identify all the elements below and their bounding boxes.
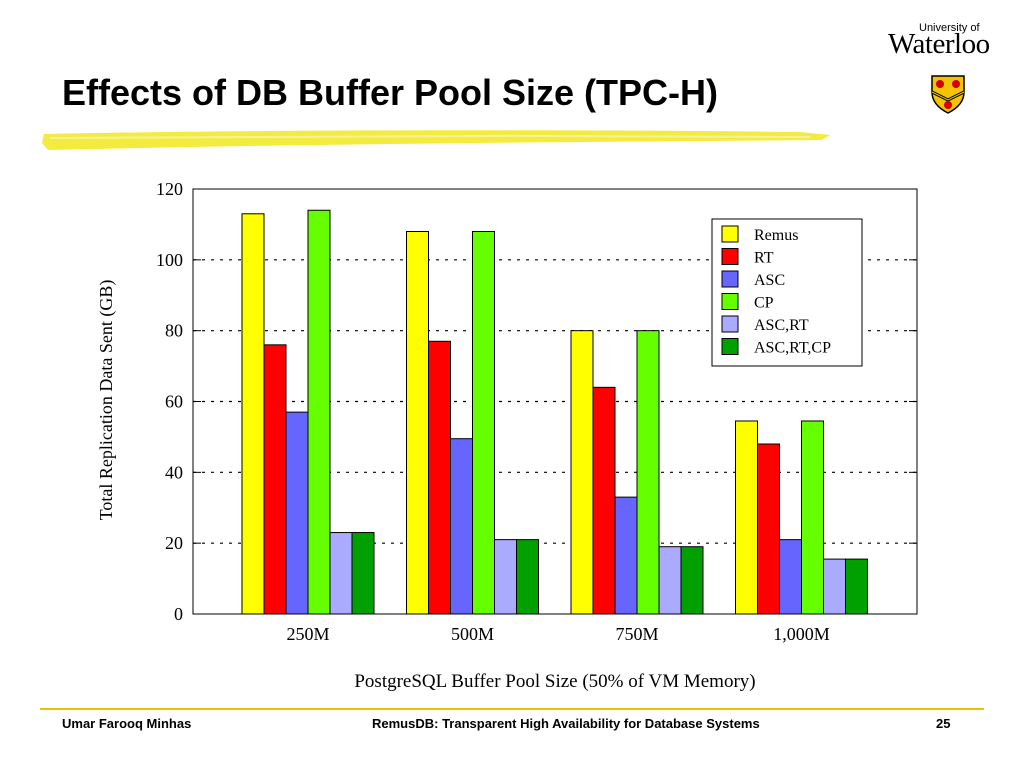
legend-swatch: [721, 338, 739, 355]
x-tick-label: 250M: [286, 624, 329, 644]
bar: [241, 213, 265, 615]
footer-subject: RemusDB: Transparent High Availability f…: [372, 716, 760, 731]
legend-swatch: [721, 293, 739, 310]
bar: [614, 496, 638, 615]
legend-label: ASC: [754, 272, 785, 289]
legend-label: ASC,RT: [754, 317, 809, 334]
bar: [570, 330, 594, 615]
bar: [636, 330, 660, 615]
bar: [285, 411, 309, 615]
y-tick-label: 100: [156, 250, 183, 270]
bar: [351, 532, 375, 615]
bar: [680, 546, 704, 615]
y-tick-label: 0: [174, 604, 183, 624]
x-axis-label: PostgreSQL Buffer Pool Size (50% of VM M…: [354, 671, 755, 692]
x-tick-label: 1,000M: [773, 624, 830, 644]
legend-swatch: [721, 225, 739, 243]
bar: [329, 532, 353, 615]
legend-swatch: [721, 315, 739, 333]
bar: [757, 443, 780, 615]
bar: [307, 209, 331, 615]
logo-university-of-text: University of: [919, 22, 980, 34]
bar: [658, 546, 682, 615]
logo-wordmark: Waterloo: [888, 28, 990, 60]
x-tick-label: 750M: [615, 624, 658, 644]
university-logo: University of Waterloo: [886, 18, 1010, 114]
bar: [845, 558, 868, 615]
bar: [801, 420, 824, 615]
y-tick-label: 80: [165, 321, 183, 341]
legend-label: CP: [754, 295, 774, 312]
footer-author: Umar Farooq Minhas: [62, 716, 192, 731]
bar: [735, 420, 758, 615]
y-tick-label: 20: [165, 533, 183, 553]
bar: [592, 386, 616, 615]
x-tick-label: 500M: [451, 624, 494, 644]
legend-swatch: [721, 270, 739, 288]
legend-label: Remus: [754, 227, 798, 244]
title-highlight-stroke: [42, 130, 830, 150]
y-tick-label: 120: [156, 179, 183, 199]
bar: [428, 340, 451, 615]
legend-label: RT: [754, 250, 774, 267]
footer-divider: [40, 708, 984, 710]
bar: [494, 539, 517, 615]
bar: [263, 344, 287, 615]
highlight-stroke-band: [42, 130, 830, 150]
bar: [779, 539, 802, 615]
y-axis-label: Total Replication Data Sent (GB): [96, 280, 117, 521]
bar-chart: 0 20 40 60 80 100 120 250M 500M 750M 1,000M Total …: [96, 179, 918, 692]
y-tick-label: 40: [165, 462, 183, 482]
page-number: 25: [936, 716, 951, 731]
y-tick-label: 60: [165, 392, 183, 412]
legend: Remus RT ASC CP ASC,RT ASC,RT,CP: [711, 218, 863, 367]
bar: [406, 231, 429, 615]
bar: [450, 438, 473, 615]
legend-label: ASC,RT,CP: [754, 340, 831, 357]
slide-title: Effects of DB Buffer Pool Size (TPC-H): [62, 72, 719, 113]
bar: [472, 231, 495, 615]
bar: [823, 558, 846, 615]
highlight-stroke-streak: [49, 134, 811, 139]
legend-swatch: [721, 248, 739, 265]
bar: [516, 539, 539, 615]
crest-icon: [931, 75, 965, 114]
